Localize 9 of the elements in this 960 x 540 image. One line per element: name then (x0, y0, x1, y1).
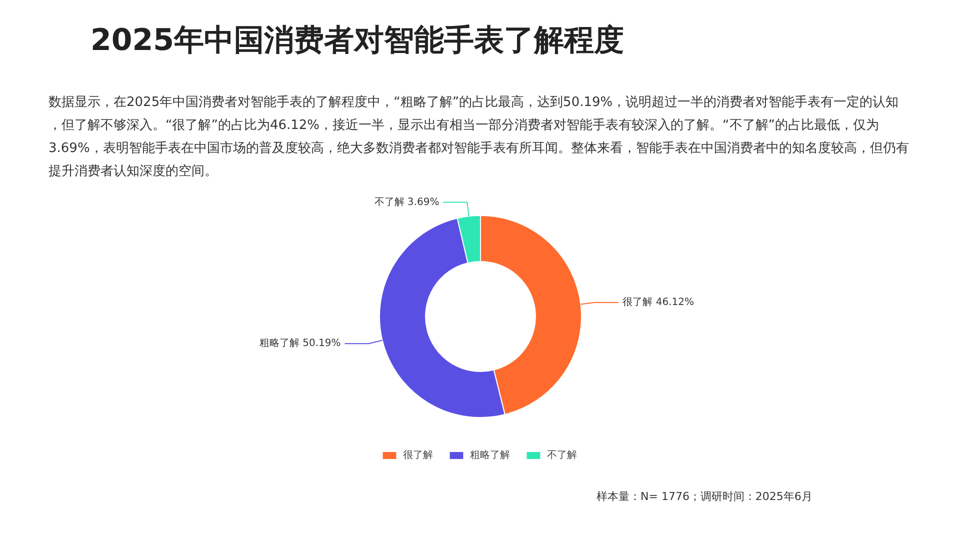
chart-title: 2025年中国消费者对智能手表了解程度 (90, 23, 624, 58)
category-label: 很了解 46.12% (622, 297, 694, 308)
legend-label: 粗略了解 (470, 449, 510, 462)
text: 样本量：N= 1776；调研时间：2025年6月 (596, 490, 812, 503)
category-label: 不了解 3.69% (374, 196, 440, 208)
legend-label: 很了解 (403, 449, 433, 462)
chart-subtitle: 数据显示，在2025年中国消费者对智能手表的了解程度中，“粗略了解”的占比最高，达到50.19%，说明超过一半的消费者对智能手表有一定的认知，但了解不够深入。“很了解”的占比为46.12%，接近一半，显示出有相当一部分消费者对智能手表有较深入的了解。“不了解”的占比最低，仅为3.69%，表明智能手表在中国市场的普及度较高，绝大多数消费者都对智能手表有所耳闻。整体来看，智能手表在中国消费者中的知名度较高，但仍有提升消费者认知深度的空间。 (48, 94, 909, 179)
legend-label: 不了解 (547, 449, 577, 462)
category-label: 粗略了解 50.19% (259, 338, 341, 350)
